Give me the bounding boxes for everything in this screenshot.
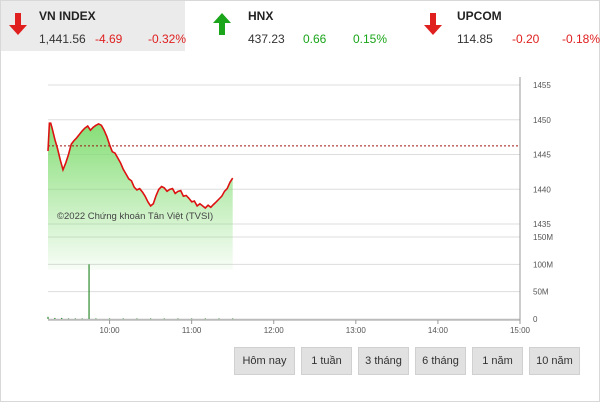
axes: 1455 1450 1445 1440 1435 150M 100M 50M 0 10:00 11:… <box>48 77 553 335</box>
volume-bar <box>218 318 220 320</box>
tab-1-week[interactable]: 1 tuần <box>301 347 352 375</box>
volume-bar <box>163 318 165 320</box>
volume-bar <box>61 317 63 319</box>
time-tick-label: 13:00 <box>346 326 367 335</box>
index-name: VN INDEX <box>39 9 96 23</box>
volume-tick-label: 0 <box>533 315 538 324</box>
time-tick-label: 15:00 <box>510 326 531 335</box>
index-percent: -0.32% <box>148 32 187 46</box>
index-upcom[interactable]: UPCOM 114.85 -0.20 -0.18% <box>390 1 600 51</box>
index-hnx[interactable]: HNX 437.23 0.66 0.15% <box>185 1 390 51</box>
index-vnindex[interactable]: VN INDEX 1,441.56 -4.69 -0.32% <box>1 1 187 51</box>
volume-bar <box>150 318 152 320</box>
index-change: 0.66 <box>303 32 327 46</box>
index-summary-bar: VN INDEX 1,441.56 -4.69 -0.32% HNX 437.2… <box>1 1 600 51</box>
index-name: UPCOM <box>457 9 502 23</box>
tab-10-years[interactable]: 10 năm <box>529 347 580 375</box>
tab-today[interactable]: Hôm nay <box>234 347 295 375</box>
volume-bar <box>74 318 76 320</box>
volume-bar <box>88 264 90 319</box>
time-tick-label: 14:00 <box>428 326 449 335</box>
volume-tick-label: 100M <box>533 260 553 269</box>
period-tabs: Hôm nay 1 tuần 3 tháng 6 tháng 1 năm 10 … <box>234 347 580 375</box>
time-tick-label: 12:00 <box>264 326 285 335</box>
intraday-chart: 1455 1450 1445 1440 1435 150M 100M 50M 0 10:00 11:… <box>47 77 553 335</box>
index-change: -0.20 <box>512 32 540 46</box>
tab-1-year[interactable]: 1 năm <box>472 347 523 375</box>
volume-bar <box>81 318 83 320</box>
price-tick-label: 1445 <box>533 151 551 160</box>
volume-bar <box>47 316 49 319</box>
index-percent: -0.18% <box>562 32 600 46</box>
index-name: HNX <box>248 9 274 23</box>
index-value: 114.85 <box>457 32 493 46</box>
volume-bar <box>191 318 193 320</box>
price-tick-label: 1455 <box>533 81 551 90</box>
index-percent: 0.15% <box>353 32 388 46</box>
arrow-down-icon <box>9 13 27 35</box>
copyright-text: ©2022 Chứng khoán Tân Việt (TVSI) <box>57 211 213 222</box>
volume-bar <box>95 318 97 320</box>
volume-bar <box>232 318 234 320</box>
price-tick-label: 1435 <box>533 220 551 229</box>
volume-tick-label: 50M <box>533 288 549 297</box>
time-tick-label: 10:00 <box>100 326 121 335</box>
index-value: 1,441.56 <box>39 32 86 46</box>
volume-bar <box>67 318 70 320</box>
tab-6-months[interactable]: 6 tháng <box>415 347 466 375</box>
price-line <box>47 122 234 210</box>
tab-3-months[interactable]: 3 tháng <box>358 347 409 375</box>
volume-bar <box>122 318 124 320</box>
price-tick-label: 1450 <box>533 116 551 125</box>
volume-bar <box>54 317 56 319</box>
volume-bar <box>136 318 138 320</box>
index-change: -4.69 <box>95 32 123 46</box>
time-tick-label: 11:00 <box>182 326 202 335</box>
volume-bar <box>108 318 111 320</box>
volume-bar <box>177 318 179 320</box>
volume-bars <box>47 264 234 320</box>
price-area <box>48 123 233 270</box>
index-value: 437.23 <box>248 32 285 46</box>
arrow-down-icon <box>424 13 442 35</box>
price-tick-label: 1440 <box>533 185 551 194</box>
arrow-up-icon <box>213 13 231 35</box>
volume-tick-label: 150M <box>533 233 553 242</box>
volume-bar <box>204 318 206 320</box>
